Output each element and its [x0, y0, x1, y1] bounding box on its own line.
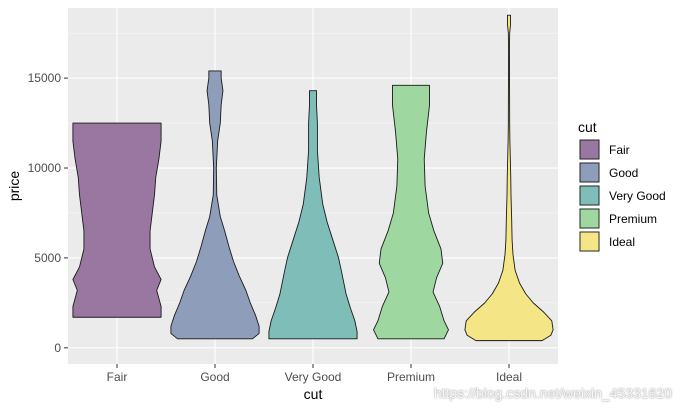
violin-ideal	[464, 14, 554, 342]
violin-fair	[72, 122, 162, 318]
x-tick-label: Ideal	[496, 370, 522, 384]
legend-label: Good	[609, 166, 638, 180]
y-axis-title: price	[6, 171, 22, 202]
x-axis-title: cut	[304, 386, 323, 402]
x-tick-label: Very Good	[285, 370, 342, 384]
legend-swatch	[579, 231, 600, 252]
x-tick-label: Fair	[107, 370, 128, 384]
x-axis: Fair Good Very Good Premium Ideal	[107, 364, 522, 384]
legend-swatch	[579, 139, 600, 160]
x-tick-label: Premium	[387, 370, 435, 384]
legend-swatch	[579, 162, 600, 183]
y-tick-label: 10000	[28, 161, 62, 175]
y-tick-label: 0	[54, 341, 61, 355]
legend-label: Ideal	[609, 235, 635, 249]
watermark-text: https://blog.csdn.net/weixin_45331620	[433, 385, 672, 401]
violins	[72, 14, 554, 342]
violin-good	[170, 70, 260, 340]
violin-very-good	[268, 90, 358, 340]
y-tick-label: 5000	[34, 251, 61, 265]
x-tick-label: Good	[200, 370, 229, 384]
y-tick-label: 15000	[28, 71, 62, 85]
legend-swatch	[579, 208, 600, 229]
y-axis: 0 5000 10000 15000	[28, 71, 68, 355]
legend-label: Premium	[609, 212, 657, 226]
legend: cut Fair Good Very Good Premium Ideal	[578, 119, 666, 252]
legend-label: Fair	[609, 143, 630, 157]
legend-label: Very Good	[609, 189, 666, 203]
legend-title: cut	[578, 119, 597, 135]
violin-premium	[373, 84, 449, 340]
legend-swatch	[579, 185, 600, 206]
